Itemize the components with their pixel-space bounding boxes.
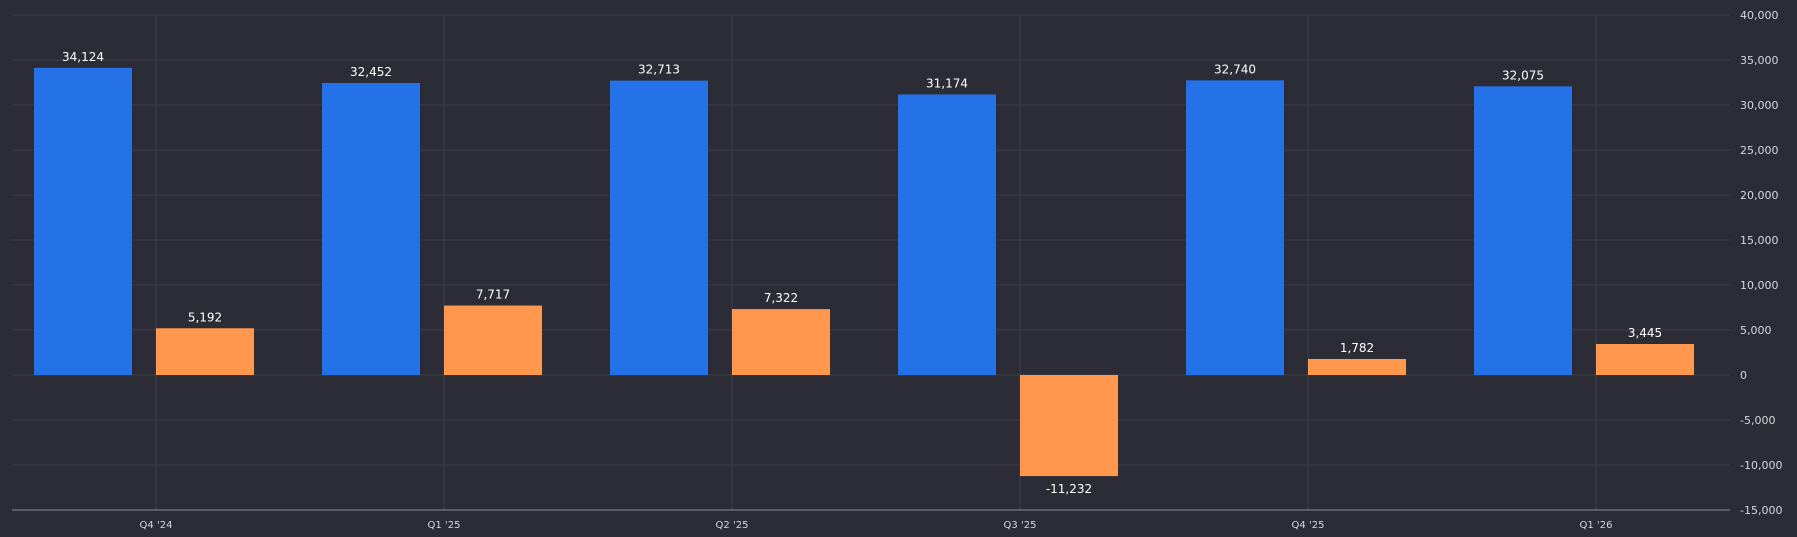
data-label: 7,322 (764, 291, 798, 305)
bar (34, 67, 132, 375)
y-tick-label: -15,000 (1740, 504, 1782, 517)
y-tick-label: 20,000 (1740, 189, 1779, 202)
bar (898, 94, 996, 376)
y-tick-label: -10,000 (1740, 459, 1782, 472)
gridlines (12, 14, 1730, 510)
bar (156, 328, 254, 375)
bar (1596, 343, 1694, 375)
bar (444, 305, 542, 375)
y-tick-label: 10,000 (1740, 279, 1779, 292)
data-label: 32,075 (1502, 68, 1544, 82)
y-tick-label: 40,000 (1740, 9, 1779, 22)
x-tick-label: Q3 '25 (1004, 520, 1037, 531)
data-label: 3,445 (1628, 326, 1662, 340)
data-label: 1,782 (1340, 341, 1374, 355)
bar (1474, 86, 1572, 375)
y-axis: 40,000 35,000 30,000 25,000 20,000 15,000 10,0… (1740, 9, 1782, 517)
data-label: 7,717 (476, 288, 510, 302)
y-tick-label: 15,000 (1740, 234, 1779, 247)
data-label: -11,232 (1046, 482, 1092, 496)
x-tick-label: Q1 '26 (1580, 520, 1613, 531)
data-label: 32,452 (350, 65, 392, 79)
bars (34, 67, 1694, 477)
x-tick-label: Q4 '24 (140, 520, 173, 531)
y-tick-label: 30,000 (1740, 99, 1779, 112)
x-axis: Q4 '24 Q1 '25 Q2 '25 Q3 '25 Q4 '25 Q1 '26 (12, 509, 1730, 531)
bar (1186, 80, 1284, 375)
bar (610, 80, 708, 375)
x-tick-label: Q1 '25 (428, 520, 461, 531)
bar (322, 82, 420, 375)
y-tick-label: -5,000 (1740, 414, 1775, 427)
data-labels: 34,124 32,452 32,713 31,174 32,740 32,075 5,19… (62, 50, 1662, 496)
y-tick-label: 0 (1740, 369, 1747, 382)
bar (732, 309, 830, 375)
bar (1020, 375, 1118, 477)
data-label: 5,192 (188, 310, 222, 324)
y-tick-label: 35,000 (1740, 54, 1779, 67)
x-tick-label: Q2 '25 (716, 520, 749, 531)
x-tick-label: Q4 '25 (1292, 520, 1325, 531)
y-tick-label: 25,000 (1740, 144, 1779, 157)
y-tick-label: 5,000 (1740, 324, 1772, 337)
data-label: 32,740 (1214, 62, 1256, 76)
data-label: 32,713 (638, 63, 680, 77)
bar (1308, 358, 1406, 375)
data-label: 31,174 (926, 76, 968, 90)
data-label: 34,124 (62, 50, 104, 64)
